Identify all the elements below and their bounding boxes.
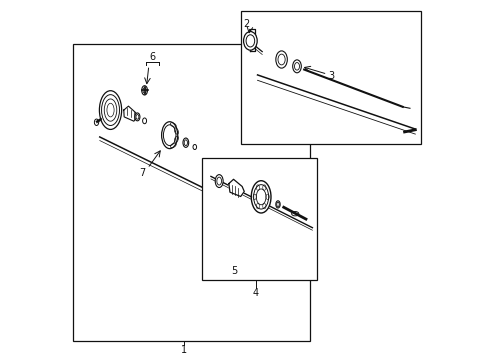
Ellipse shape	[142, 86, 147, 95]
Text: 5: 5	[231, 266, 237, 276]
Text: 4: 4	[253, 288, 259, 298]
Text: 2: 2	[244, 19, 250, 29]
Bar	[242, 12, 421, 144]
Polygon shape	[124, 106, 137, 121]
Text: 1: 1	[181, 345, 187, 355]
Ellipse shape	[99, 91, 122, 130]
Bar	[73, 44, 310, 341]
Text: 7: 7	[140, 168, 146, 178]
Ellipse shape	[293, 60, 301, 73]
Ellipse shape	[244, 32, 257, 50]
Ellipse shape	[276, 51, 287, 68]
Ellipse shape	[251, 181, 271, 213]
Text: 6: 6	[149, 52, 155, 62]
Polygon shape	[229, 179, 245, 197]
Ellipse shape	[162, 122, 178, 149]
Ellipse shape	[183, 138, 189, 147]
Ellipse shape	[135, 113, 140, 121]
Text: 3: 3	[328, 71, 334, 81]
Ellipse shape	[215, 175, 223, 188]
Ellipse shape	[276, 201, 280, 208]
Bar	[202, 158, 317, 280]
